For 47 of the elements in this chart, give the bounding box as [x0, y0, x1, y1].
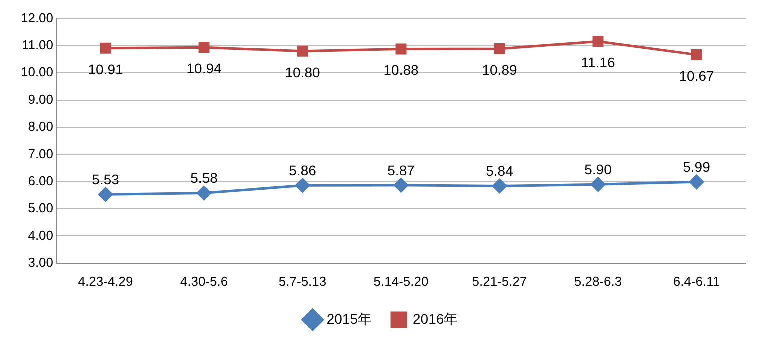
- point: [296, 178, 310, 193]
- data-label: 5.90: [584, 161, 612, 178]
- legend-label: 2016年: [413, 310, 458, 327]
- point: [394, 178, 409, 193]
- legend-label: 2015年: [326, 310, 372, 327]
- y-tick-label: 5.00: [28, 200, 54, 216]
- x-tick-label: 4.23-4.29: [78, 274, 134, 289]
- y-tick-label: 3.00: [28, 254, 54, 270]
- point: [492, 178, 508, 194]
- point: [198, 42, 210, 54]
- x-tick-label: 5.21-5.27: [472, 274, 528, 289]
- data-label: 10.89: [482, 62, 518, 78]
- point: [197, 186, 212, 201]
- data-label: 5.84: [486, 163, 514, 180]
- point: [592, 36, 604, 48]
- data-label: 10.88: [384, 62, 419, 78]
- x-tick-label: 5.14-5.20: [374, 274, 429, 289]
- x-tick-label: 5.7-5.13: [278, 274, 327, 289]
- data-label: 5.53: [92, 172, 120, 188]
- data-label: 5.86: [289, 162, 317, 179]
- y-tick-label: 8.00: [28, 119, 54, 134]
- y-tick-label: 4.00: [28, 228, 54, 243]
- point: [691, 49, 702, 60]
- data-label: 10.94: [186, 60, 222, 76]
- data-label: 10.67: [679, 68, 714, 84]
- data-label: 5.58: [190, 170, 218, 186]
- y-tick-label: 6.00: [28, 173, 54, 188]
- data-label: 11.16: [581, 54, 616, 70]
- data-label: 5.99: [683, 159, 711, 175]
- point: [591, 177, 606, 192]
- point: [297, 46, 308, 57]
- x-tick-label: 5.28-6.3: [574, 274, 622, 289]
- data-label: 10.91: [88, 61, 124, 78]
- y-tick-label: 12.00: [20, 10, 54, 26]
- point: [100, 42, 112, 54]
- point: [98, 187, 114, 202]
- y-tick-label: 11.00: [22, 38, 54, 53]
- x-tick-label: 4.30-5.6: [180, 274, 228, 289]
- data-label: 10.80: [285, 64, 320, 80]
- data-label: 5.87: [388, 162, 416, 178]
- point: [494, 43, 506, 54]
- y-tick-label: 7.00: [28, 146, 54, 162]
- point: [690, 174, 704, 190]
- y-tick-label: 9.00: [28, 92, 54, 107]
- x-tick-label: 6.4-6.11: [673, 274, 720, 289]
- y-tick-label: 10.00: [20, 64, 54, 80]
- point: [396, 44, 407, 55]
